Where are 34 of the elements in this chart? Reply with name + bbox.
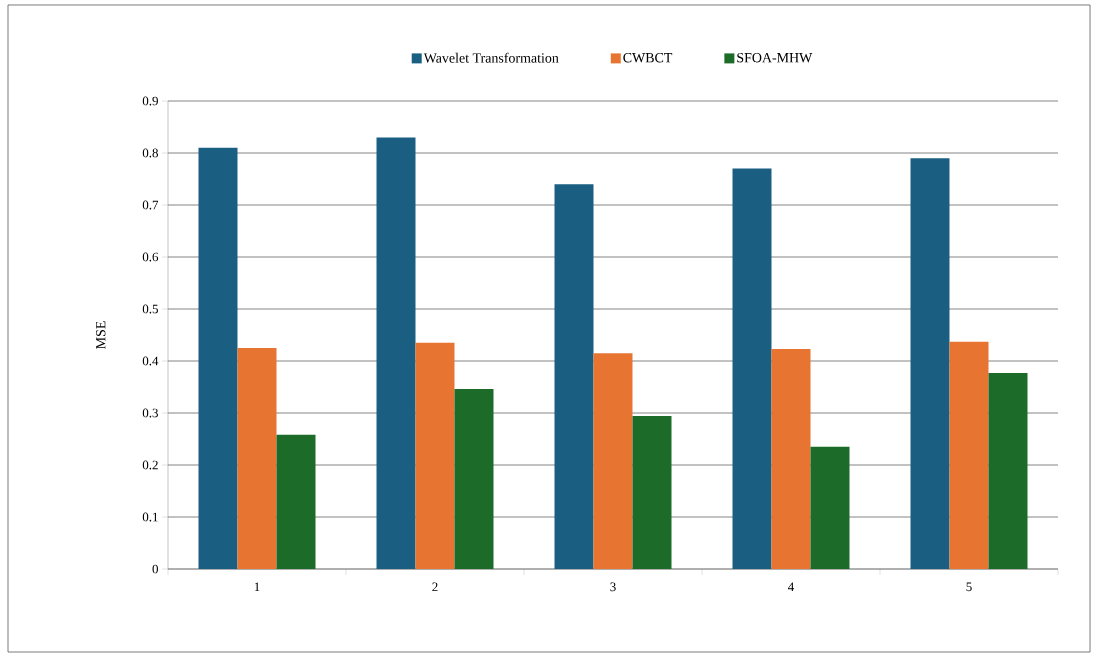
x-tick-label: 4 bbox=[788, 582, 795, 592]
bar bbox=[732, 168, 772, 569]
y-tick-label: 0.1 bbox=[142, 512, 158, 522]
x-tick-label: 5 bbox=[966, 582, 972, 592]
y-tick-label: 0.3 bbox=[142, 408, 158, 418]
bar bbox=[771, 349, 811, 569]
legend-label: Wavelet Transformation bbox=[423, 52, 559, 63]
bar bbox=[810, 446, 850, 569]
x-tick-label: 3 bbox=[610, 582, 616, 592]
bar bbox=[237, 348, 277, 569]
y-axis-title: MSE bbox=[96, 321, 106, 349]
bar bbox=[198, 147, 238, 569]
y-tick-label: 0 bbox=[152, 564, 158, 574]
bar bbox=[376, 137, 416, 569]
y-tick-label: 0.4 bbox=[142, 356, 159, 366]
y-tick-label: 0.6 bbox=[142, 252, 159, 262]
y-tick-label: 0.5 bbox=[142, 304, 158, 314]
y-tick-label: 0.2 bbox=[142, 460, 158, 470]
bar bbox=[454, 389, 494, 569]
legend-label: SFOA-MHW bbox=[737, 53, 813, 63]
bar bbox=[632, 416, 672, 569]
y-tick-label: 0.8 bbox=[142, 148, 158, 158]
y-tick-label: 0.7 bbox=[142, 200, 159, 210]
bar bbox=[276, 434, 316, 569]
y-tick-label: 0.9 bbox=[142, 96, 158, 106]
bar bbox=[554, 184, 594, 569]
legend-label: CWBCT bbox=[623, 53, 673, 63]
x-tick-label: 2 bbox=[432, 582, 438, 592]
bar bbox=[593, 353, 633, 569]
bar bbox=[910, 158, 950, 569]
bar bbox=[415, 342, 455, 569]
x-tick-label: 1 bbox=[254, 582, 260, 592]
bar bbox=[988, 372, 1028, 569]
bar bbox=[949, 341, 989, 569]
